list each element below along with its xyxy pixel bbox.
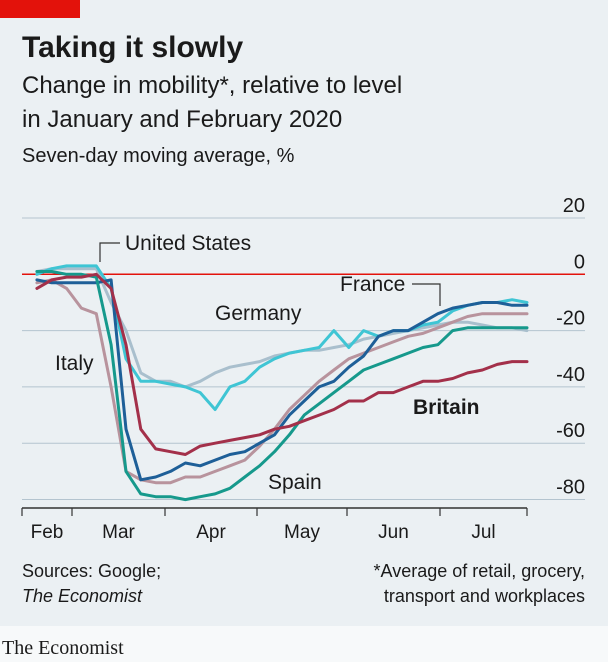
series-line xyxy=(35,272,529,456)
y-tick-label: 20 xyxy=(563,195,585,217)
series-label: Germany xyxy=(215,302,302,325)
footnote: transport and workplaces xyxy=(384,586,585,606)
chart-title: Taking it slowly xyxy=(22,31,243,64)
y-tick-label: -40 xyxy=(556,364,585,386)
series-line xyxy=(35,270,529,502)
series-label: United States xyxy=(125,232,251,255)
series-label: France xyxy=(340,273,405,296)
series-line xyxy=(35,278,529,482)
x-tick-label: May xyxy=(284,522,320,543)
series-label: Britain xyxy=(413,396,480,419)
series-label: Italy xyxy=(55,352,94,375)
red-tag xyxy=(0,0,80,18)
leader-line xyxy=(99,242,120,262)
y-tick-label: 0 xyxy=(574,251,585,273)
y-tick-label: -60 xyxy=(556,420,585,442)
x-tick-label: Apr xyxy=(196,522,226,543)
subtitle: in January and February 2020 xyxy=(22,106,342,133)
footnote: *Average of retail, grocery, xyxy=(374,561,585,581)
x-tick-label: Mar xyxy=(102,522,135,543)
x-tick-label: Feb xyxy=(31,522,64,543)
leader-line xyxy=(412,283,441,306)
x-tick-label: Jul xyxy=(471,522,495,543)
brand-strip xyxy=(0,626,608,662)
series-line xyxy=(35,278,529,485)
subtitle: Change in mobility*, relative to level xyxy=(22,72,402,99)
series-line xyxy=(35,264,529,411)
series-label: Spain xyxy=(268,471,322,494)
y-tick-label: -80 xyxy=(556,477,585,499)
y-tick-label: -20 xyxy=(556,308,585,330)
brand: The Economist xyxy=(2,637,124,659)
x-tick-label: Jun xyxy=(378,522,409,543)
source: Sources: Google; xyxy=(22,561,161,581)
y-axis-label: Seven-day moving average, % xyxy=(22,145,295,167)
source: The Economist xyxy=(22,586,143,606)
